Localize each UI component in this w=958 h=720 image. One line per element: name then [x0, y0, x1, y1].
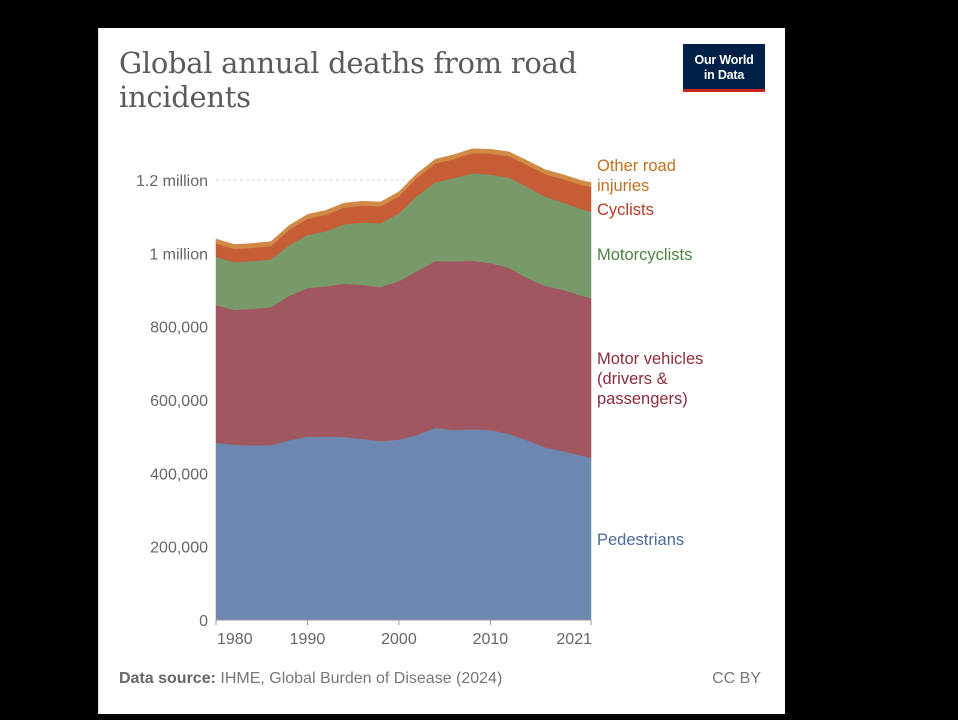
series-label-line: Cyclists: [597, 201, 654, 219]
footer: Data source: IHME, Global Burden of Dise…: [119, 670, 765, 688]
series-label-line: passengers): [597, 390, 688, 408]
y-tick-label: 1.2 million: [136, 173, 208, 190]
logo-line-1: Our World: [694, 53, 754, 67]
series-label: Other road injuries: [597, 157, 676, 195]
series-label-line: Pedestrians: [597, 531, 684, 549]
series-label-line: (drivers &: [597, 370, 668, 388]
series-label-line: Motor vehicles: [597, 350, 703, 368]
stacked-area-chart: 0 200,000 400,000 600,000 800,000 1 million 1.…: [136, 148, 703, 648]
x-tick-label: 2021: [556, 631, 592, 648]
series-label-line: Motorcyclists: [597, 246, 692, 264]
series-label: Cyclists: [597, 201, 654, 219]
x-tick-label: 1980: [217, 631, 253, 648]
y-tick-label: 200,000: [150, 540, 208, 557]
area-other-road-injuries[interactable]: [215, 148, 592, 250]
series-label-line: injuries: [597, 177, 649, 195]
owid-logo[interactable]: Our World in Data: [683, 44, 765, 92]
axes: 0 200,000 400,000 600,000 800,000 1 million 1.…: [136, 173, 592, 648]
y-tick-label: 0: [199, 613, 208, 630]
x-tick-label: 2000: [381, 631, 417, 648]
source-text: IHME, Global Burden of Disease (2024): [215, 670, 503, 687]
series-label-line: Other road: [597, 157, 676, 175]
logo-line-2: in Data: [703, 68, 745, 82]
series-label: Motorcyclists: [597, 246, 692, 264]
series-label: Pedestrians: [597, 531, 684, 549]
series-label: Motor vehicles (drivers & passengers): [597, 350, 703, 408]
y-tick-label: 600,000: [150, 393, 208, 410]
chart-card: Global annual deaths from road incidents…: [98, 28, 785, 714]
area-layers: [215, 148, 592, 621]
area-pedestrians[interactable]: [215, 427, 592, 621]
y-tick-label: 800,000: [150, 320, 208, 337]
series-labels: Pedestrians Motor vehicles (drivers & passe…: [597, 157, 703, 549]
y-tick-label: 1 million: [149, 246, 208, 263]
source-label: Data source:: [119, 670, 216, 687]
logo-accent-bar: [683, 89, 765, 92]
license-link[interactable]: CC BY: [712, 670, 761, 687]
x-tick-label: 2010: [473, 631, 509, 648]
y-tick-label: 400,000: [150, 466, 208, 483]
chart-title: Global annual deaths from road incidents: [119, 46, 577, 114]
x-tick-label: 1990: [290, 631, 326, 648]
